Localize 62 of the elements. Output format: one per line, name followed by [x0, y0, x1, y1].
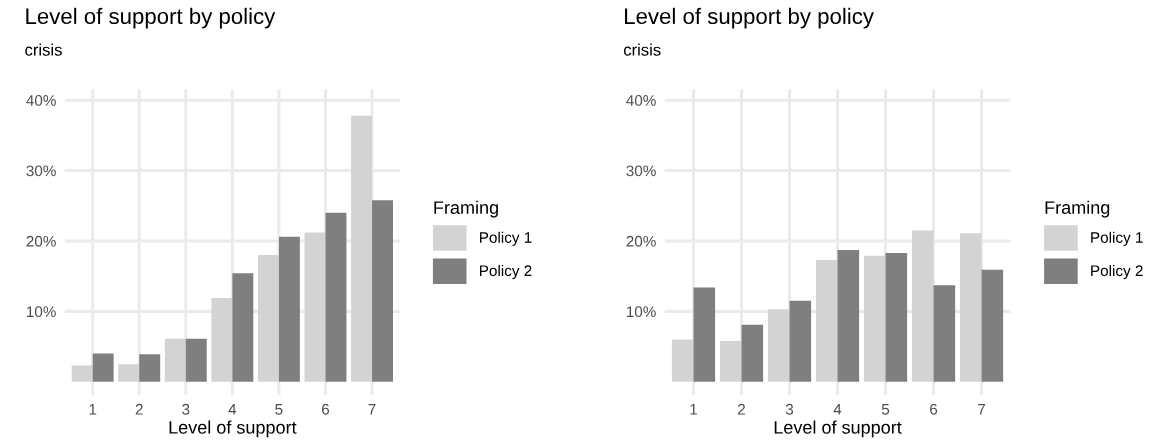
bar [278, 236, 300, 382]
bar [232, 273, 254, 382]
legend-label: Policy 2 [1091, 264, 1143, 280]
bar [372, 200, 393, 382]
bar [981, 269, 1004, 382]
chart-subtitle: crisis [623, 43, 661, 56]
bar [837, 250, 860, 382]
x-tick-label: 5 [275, 404, 283, 415]
bar [933, 285, 956, 382]
y-tick-label: 10% [26, 306, 56, 318]
x-tick-label: 1 [89, 404, 97, 415]
x-tick-label: 4 [833, 404, 842, 415]
y-tick-label: 30% [626, 165, 656, 177]
bar [139, 354, 161, 382]
y-tick-label: 40% [26, 95, 56, 106]
x-axis-title: Level of support [169, 420, 297, 438]
y-tick-label: 20% [26, 235, 56, 247]
y-tick-label: 20% [626, 235, 656, 247]
bar [185, 338, 207, 382]
y-tick-label: 30% [26, 165, 56, 177]
y-tick-label: 10% [626, 306, 656, 318]
y-tick-label: 40% [626, 95, 656, 106]
x-tick-label: 4 [228, 404, 237, 415]
x-tick-label: 2 [738, 403, 745, 415]
bar [719, 340, 742, 382]
x-tick-label: 1 [690, 404, 698, 415]
bar [741, 324, 764, 382]
legend-label: Policy 1 [1091, 231, 1143, 246]
x-tick-label: 5 [881, 404, 890, 415]
bar [959, 233, 982, 382]
bar [911, 230, 934, 382]
x-tick-label: 6 [930, 403, 938, 415]
x-tick-label: 7 [978, 404, 986, 415]
bar [351, 115, 373, 382]
bar [815, 259, 838, 382]
bar [164, 338, 186, 382]
bar [693, 287, 716, 382]
bar [118, 364, 140, 382]
bar [885, 252, 908, 382]
x-tick-label: 2 [135, 403, 143, 415]
bar [257, 255, 279, 382]
legend-label: Policy 1 [479, 231, 532, 246]
bar [211, 297, 233, 382]
bar [92, 353, 114, 382]
legend-title: Framing [434, 200, 498, 218]
chart-title: Level of support by policy [26, 7, 276, 29]
x-tick-label: 7 [368, 404, 376, 415]
bar [325, 212, 347, 382]
x-axis-title: Level of support [774, 420, 902, 438]
legend-title: Framing [1045, 200, 1110, 218]
bar [71, 365, 93, 382]
bar [304, 232, 326, 382]
x-tick-label: 6 [322, 403, 330, 415]
x-tick-label: 3 [785, 403, 794, 415]
legend-label: Policy 2 [479, 264, 532, 280]
bar [789, 300, 812, 382]
chart-subtitle: crisis [25, 43, 62, 56]
bar [671, 339, 694, 382]
bar [863, 255, 886, 382]
x-tick-label: 3 [182, 403, 190, 415]
chart-title: Level of support by policy [625, 7, 874, 29]
bar [767, 309, 790, 382]
